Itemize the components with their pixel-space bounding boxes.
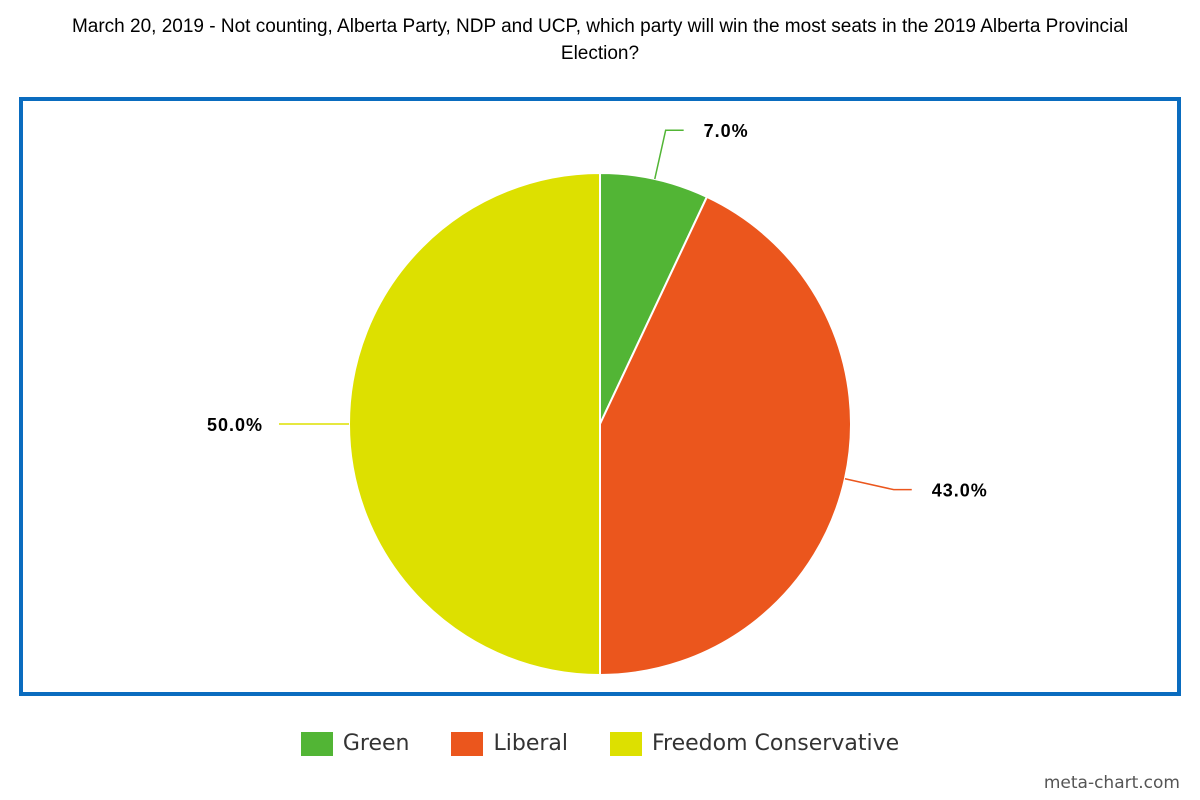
legend-entry: Freedom Conservative	[610, 731, 899, 756]
legend-label: Green	[342, 731, 410, 756]
legend-swatch	[610, 731, 642, 756]
data-label: 50.0%	[207, 415, 263, 435]
plot-frame	[19, 97, 1181, 696]
data-label: 7.0%	[704, 121, 749, 141]
legend: Green Liberal Freedom Conservative	[0, 731, 1200, 756]
legend-entry: Green	[300, 731, 410, 756]
leader-line	[654, 129, 684, 180]
credit: meta-chart.com	[1043, 773, 1180, 793]
legend-label: Liberal	[493, 731, 568, 756]
leader-line	[844, 478, 912, 491]
pie-slice	[348, 171, 601, 677]
legend-entry: Liberal	[451, 731, 568, 756]
chart-title: March 20, 2019 - Not counting, Alberta P…	[71, 16, 1129, 64]
legend-swatch	[300, 731, 333, 756]
pie-slice	[599, 171, 709, 425]
legend-label: Freedom Conservative	[652, 731, 900, 756]
data-label: 43.0%	[932, 480, 988, 500]
legend-swatch	[451, 731, 484, 756]
